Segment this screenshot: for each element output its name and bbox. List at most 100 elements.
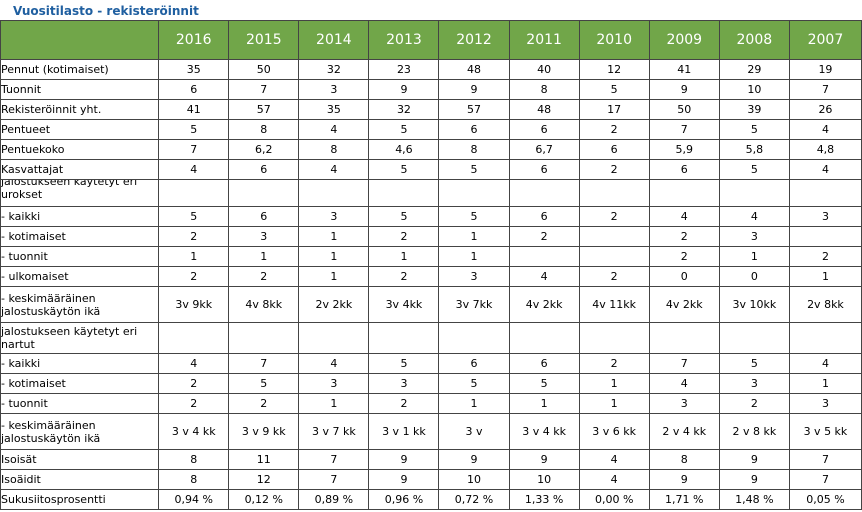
table-row: - tuonnit 1 1 1 1 1 2 1 2 — [0, 246, 862, 267]
value-cell: 4 — [158, 159, 230, 180]
value-cell: 6 — [158, 79, 230, 100]
value-cell — [298, 179, 370, 207]
value-cell: 2 — [158, 266, 230, 287]
value-cell — [438, 179, 510, 207]
table-row: - kotimaiset 2 3 1 2 1 2 2 3 — [0, 226, 862, 247]
table-row: - keskimääräinen jalostuskäytön ikä 3v 9k… — [0, 286, 862, 323]
value-cell: 3 — [718, 226, 790, 247]
value-cell: 7 — [788, 449, 862, 470]
value-cell: 5 — [368, 159, 440, 180]
value-cell: 9 — [718, 469, 790, 490]
value-cell: 26 — [788, 99, 862, 120]
value-cell: 5 — [158, 119, 230, 140]
value-cell: 7 — [648, 119, 720, 140]
value-cell: 8 — [438, 139, 510, 160]
value-cell: 9 — [368, 79, 440, 100]
value-cell: 2 v 4 kk — [648, 413, 720, 450]
value-cell: 57 — [228, 99, 300, 120]
value-cell: 4 — [508, 266, 580, 287]
value-cell: 0,00 % — [578, 489, 650, 510]
table-row: - kotimaiset 2 5 3 3 5 5 1 4 3 1 — [0, 373, 862, 394]
value-cell: 3v 7kk — [438, 286, 510, 323]
value-cell: 5 — [158, 206, 230, 227]
value-cell — [788, 226, 862, 247]
value-cell: 39 — [718, 99, 790, 120]
value-cell: 5 — [438, 206, 510, 227]
value-cell: 5 — [368, 353, 440, 374]
table-row: Rekisteröinnit yht. 41 57 35 32 57 48 17 50 39 26 — [0, 99, 862, 120]
value-cell: 41 — [158, 99, 230, 120]
value-cell: 3 v 4 kk — [508, 413, 580, 450]
value-cell: 8 — [508, 79, 580, 100]
value-cell: 0,12 % — [228, 489, 300, 510]
value-cell: 0,89 % — [298, 489, 370, 510]
year-header-cell: 2009 — [648, 20, 720, 60]
row-label: - ulkomaiset — [0, 266, 160, 287]
value-cell — [228, 179, 300, 207]
row-label: - kaikki — [0, 206, 160, 227]
value-cell: 4 — [298, 159, 370, 180]
value-cell: 1 — [438, 246, 510, 267]
row-label: Pentuekoko — [0, 139, 160, 160]
value-cell: 8 — [158, 449, 230, 470]
value-cell: 6 — [508, 206, 580, 227]
value-cell: 4 — [158, 353, 230, 374]
value-cell: 10 — [438, 469, 510, 490]
row-label-text: jalostukseen käytetyt eri urokset — [1, 180, 138, 202]
value-cell: 5 — [508, 373, 580, 394]
table-row: jalostukseen käytetyt eri nartut — [0, 322, 862, 354]
value-cell: 0,94 % — [158, 489, 230, 510]
value-cell: 3 — [648, 393, 720, 414]
value-cell: 35 — [298, 99, 370, 120]
value-cell — [648, 322, 720, 354]
value-cell — [718, 322, 790, 354]
value-cell: 3v 10kk — [718, 286, 790, 323]
value-cell: 2 — [578, 353, 650, 374]
value-cell: 2 — [508, 226, 580, 247]
value-cell: 1 — [788, 373, 862, 394]
value-cell: 23 — [368, 59, 440, 80]
value-cell — [438, 322, 510, 354]
year-header-cell: 2016 — [158, 20, 230, 60]
value-cell: 6 — [508, 159, 580, 180]
value-cell: 9 — [508, 449, 580, 470]
value-cell: 50 — [228, 59, 300, 80]
table-row: jalostukseen käytetyt eri urokset — [0, 179, 862, 207]
row-label: - kotimaiset — [0, 373, 160, 394]
year-header-cell: 2007 — [788, 20, 862, 60]
value-cell: 35 — [158, 59, 230, 80]
value-cell: 3 v 5 kk — [788, 413, 862, 450]
value-cell: 5 — [438, 373, 510, 394]
value-cell: 4 — [578, 449, 650, 470]
value-cell: 3 — [368, 373, 440, 394]
row-label: Sukusiitosprosentti — [0, 489, 160, 510]
value-cell: 5,8 — [718, 139, 790, 160]
value-cell — [228, 322, 300, 354]
value-cell: 2 — [578, 206, 650, 227]
value-cell: 9 — [648, 469, 720, 490]
value-cell: 6 — [438, 119, 510, 140]
year-header-cell: 2012 — [438, 20, 510, 60]
value-cell: 7 — [228, 353, 300, 374]
value-cell — [648, 179, 720, 207]
table-row: Pennut (kotimaiset) 35 50 32 23 48 40 12 41 29 19 — [0, 59, 862, 80]
row-label: Kasvattajat — [0, 159, 160, 180]
value-cell: 1 — [578, 373, 650, 394]
table-row: - tuonnit 2 2 1 2 1 1 1 3 2 3 — [0, 393, 862, 414]
value-cell: 4v 2kk — [648, 286, 720, 323]
value-cell: 4,6 — [368, 139, 440, 160]
value-cell: 3 — [788, 206, 862, 227]
value-cell: 6,7 — [508, 139, 580, 160]
value-cell: 40 — [508, 59, 580, 80]
row-label: Pentueet — [0, 119, 160, 140]
value-cell: 6,2 — [228, 139, 300, 160]
row-label: - keskimääräinen jalostuskäytön ikä — [0, 286, 160, 323]
value-cell — [508, 322, 580, 354]
value-cell — [158, 179, 230, 207]
value-cell: 3 v 4 kk — [158, 413, 230, 450]
value-cell — [298, 322, 370, 354]
year-header-cell: 2008 — [718, 20, 790, 60]
year-header-cell: 2014 — [298, 20, 370, 60]
value-cell: 6 — [438, 353, 510, 374]
year-header-cell: 2015 — [228, 20, 300, 60]
